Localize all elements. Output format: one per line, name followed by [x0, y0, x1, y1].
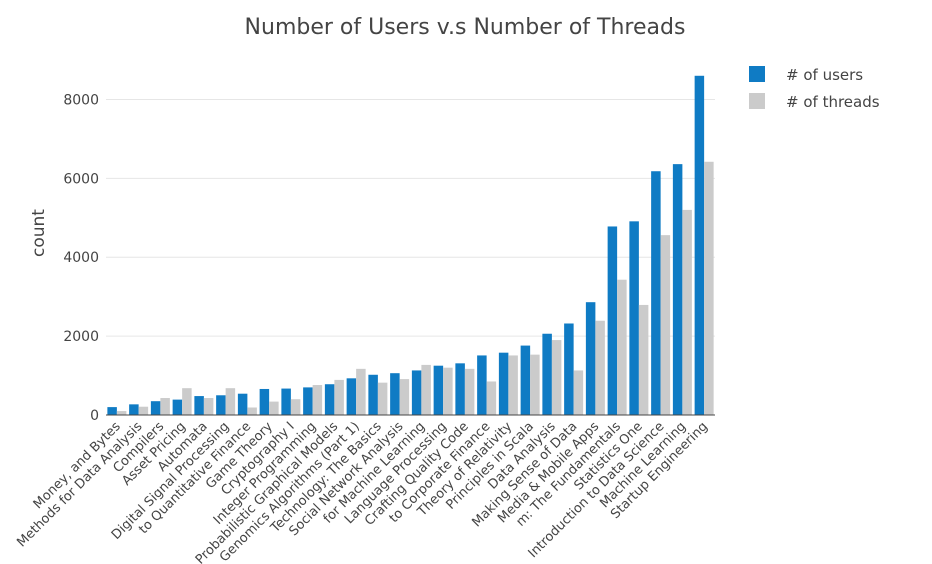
bar-threads: [312, 385, 323, 415]
bar-threads: [682, 209, 692, 415]
bar-threads: [508, 355, 518, 415]
bar-threads: [595, 320, 605, 415]
bar-users: [585, 302, 596, 415]
bars: [107, 75, 714, 415]
bar-users: [455, 363, 465, 415]
bar-users: [498, 352, 509, 415]
legend-label-threads: # of threads: [786, 93, 880, 111]
bar-users: [477, 355, 487, 415]
bar-users: [390, 373, 400, 415]
bar-users: [194, 396, 204, 415]
bar-threads: [182, 388, 192, 415]
bar-threads: [203, 398, 214, 415]
legend-swatch-threads: [749, 93, 765, 109]
bar-users: [281, 388, 291, 415]
bar-threads: [334, 379, 344, 415]
bar-threads: [551, 340, 562, 415]
bar-threads: [530, 354, 540, 415]
bar-threads: [160, 398, 170, 415]
bar-users: [694, 75, 705, 415]
y-tick-label: 2000: [63, 329, 99, 345]
bar-threads: [116, 411, 127, 415]
y-tick-label: 0: [90, 408, 99, 424]
bar-threads: [269, 401, 279, 415]
bar-threads: [617, 279, 627, 415]
bar-users: [216, 395, 226, 415]
bar-users: [542, 333, 552, 415]
bar-users: [107, 407, 117, 415]
bar-users: [629, 221, 639, 415]
bar-threads: [399, 379, 410, 415]
bar-threads: [290, 399, 301, 415]
bar-users: [150, 401, 161, 415]
bar-users: [672, 164, 683, 415]
bar-users: [129, 404, 139, 415]
bar-threads: [421, 364, 431, 415]
bar-threads: [704, 161, 714, 415]
bar-users: [303, 387, 313, 415]
y-axis-title: count: [29, 209, 49, 257]
bar-users: [237, 393, 248, 415]
bar-users: [172, 399, 183, 415]
bar-threads: [464, 368, 475, 415]
bar-threads: [356, 368, 366, 415]
legend: # of users # of threads: [749, 66, 880, 111]
bar-users: [651, 171, 661, 415]
bar-threads: [377, 382, 388, 415]
bar-users: [346, 378, 357, 415]
bar-threads: [247, 407, 257, 415]
bar-users: [520, 345, 531, 415]
bar-threads: [638, 304, 649, 415]
y-tick-labels: 0 2000 4000 6000 8000: [63, 92, 99, 424]
bar-threads: [660, 235, 671, 415]
bar-users: [607, 226, 618, 415]
bar-threads: [573, 370, 584, 415]
bar-users: [324, 384, 335, 415]
bar-users: [411, 370, 422, 415]
bar-threads: [138, 406, 149, 415]
y-tick-label: 8000: [63, 92, 99, 108]
bar-threads: [225, 388, 236, 415]
y-tick-label: 4000: [63, 250, 99, 266]
legend-label-users: # of users: [786, 66, 863, 84]
bar-threads: [486, 381, 497, 415]
bar-users: [368, 374, 378, 415]
chart-title: Number of Users v.s Number of Threads: [245, 15, 686, 40]
y-tick-label: 6000: [63, 171, 99, 187]
bar-users: [433, 365, 444, 415]
legend-swatch-users: [749, 66, 765, 82]
bar-users: [259, 388, 270, 415]
bar-threads: [443, 367, 453, 415]
bar-users: [564, 323, 574, 415]
